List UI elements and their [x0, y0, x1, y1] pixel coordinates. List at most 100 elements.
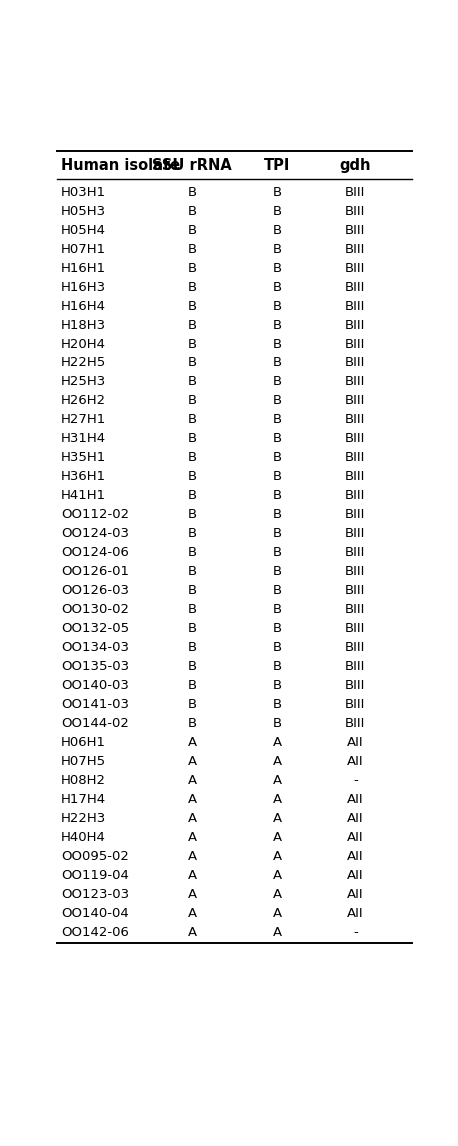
Text: A: A [273, 774, 282, 787]
Text: A: A [273, 831, 282, 843]
Text: B: B [273, 319, 282, 331]
Text: BIII: BIII [345, 717, 365, 730]
Text: B: B [273, 603, 282, 617]
Text: BIII: BIII [345, 432, 365, 446]
Text: A: A [188, 811, 196, 825]
Text: B: B [273, 432, 282, 446]
Text: H07H5: H07H5 [61, 755, 106, 768]
Text: OO124-03: OO124-03 [61, 527, 129, 540]
Text: H26H2: H26H2 [61, 394, 106, 408]
Text: H25H3: H25H3 [61, 376, 106, 388]
Text: H31H4: H31H4 [61, 432, 106, 446]
Text: B: B [188, 717, 196, 730]
Text: B: B [188, 603, 196, 617]
Text: -: - [353, 774, 358, 787]
Text: B: B [273, 205, 282, 218]
Text: BIII: BIII [345, 527, 365, 540]
Text: OO130-02: OO130-02 [61, 603, 129, 617]
Text: OO119-04: OO119-04 [61, 869, 129, 881]
Text: AII: AII [347, 869, 364, 881]
Text: B: B [188, 394, 196, 408]
Text: BIII: BIII [345, 565, 365, 579]
Text: B: B [273, 281, 282, 293]
Text: H22H5: H22H5 [61, 356, 106, 369]
Text: H40H4: H40H4 [61, 831, 106, 843]
Text: B: B [273, 584, 282, 597]
Text: AII: AII [347, 811, 364, 825]
Text: B: B [273, 509, 282, 521]
Text: OO135-03: OO135-03 [61, 660, 129, 673]
Text: B: B [188, 660, 196, 673]
Text: B: B [273, 698, 282, 711]
Text: B: B [188, 641, 196, 654]
Text: H36H1: H36H1 [61, 470, 106, 484]
Text: BIII: BIII [345, 338, 365, 351]
Text: BIII: BIII [345, 641, 365, 654]
Text: BIII: BIII [345, 678, 365, 692]
Text: B: B [273, 186, 282, 198]
Text: OO126-01: OO126-01 [61, 565, 129, 579]
Text: B: B [188, 584, 196, 597]
Text: B: B [273, 565, 282, 579]
Text: OO132-05: OO132-05 [61, 622, 129, 635]
Text: BIII: BIII [345, 622, 365, 635]
Text: B: B [273, 717, 282, 730]
Text: H05H3: H05H3 [61, 205, 106, 218]
Text: BIII: BIII [345, 547, 365, 559]
Text: B: B [188, 509, 196, 521]
Text: B: B [188, 319, 196, 331]
Text: AII: AII [347, 906, 364, 920]
Text: H20H4: H20H4 [61, 338, 106, 351]
Text: B: B [188, 338, 196, 351]
Text: BIII: BIII [345, 394, 365, 408]
Text: B: B [273, 547, 282, 559]
Text: AII: AII [347, 888, 364, 901]
Text: B: B [188, 622, 196, 635]
Text: A: A [188, 926, 196, 939]
Text: BIII: BIII [345, 261, 365, 275]
Text: OO144-02: OO144-02 [61, 717, 129, 730]
Text: A: A [273, 926, 282, 939]
Text: BIII: BIII [345, 299, 365, 313]
Text: H22H3: H22H3 [61, 811, 106, 825]
Text: BIII: BIII [345, 603, 365, 617]
Text: A: A [273, 811, 282, 825]
Text: OO140-04: OO140-04 [61, 906, 129, 920]
Text: BIII: BIII [345, 186, 365, 198]
Text: H16H4: H16H4 [61, 299, 106, 313]
Text: OO123-03: OO123-03 [61, 888, 129, 901]
Text: Human isolate: Human isolate [61, 158, 180, 173]
Text: B: B [188, 432, 196, 446]
Text: A: A [273, 888, 282, 901]
Text: H17H4: H17H4 [61, 793, 106, 806]
Text: A: A [188, 906, 196, 920]
Text: A: A [188, 793, 196, 806]
Text: BIII: BIII [345, 356, 365, 369]
Text: OO141-03: OO141-03 [61, 698, 129, 711]
Text: A: A [273, 906, 282, 920]
Text: H03H1: H03H1 [61, 186, 106, 198]
Text: B: B [273, 356, 282, 369]
Text: BIII: BIII [345, 376, 365, 388]
Text: A: A [188, 774, 196, 787]
Text: A: A [188, 869, 196, 881]
Text: OO126-03: OO126-03 [61, 584, 129, 597]
Text: B: B [273, 660, 282, 673]
Text: BIII: BIII [345, 223, 365, 237]
Text: H18H3: H18H3 [61, 319, 106, 331]
Text: A: A [273, 869, 282, 881]
Text: gdh: gdh [340, 158, 371, 173]
Text: BIII: BIII [345, 584, 365, 597]
Text: B: B [273, 641, 282, 654]
Text: B: B [188, 356, 196, 369]
Text: H16H3: H16H3 [61, 281, 106, 293]
Text: B: B [273, 376, 282, 388]
Text: A: A [273, 849, 282, 863]
Text: B: B [188, 261, 196, 275]
Text: A: A [273, 793, 282, 806]
Text: B: B [273, 299, 282, 313]
Text: -: - [353, 926, 358, 939]
Text: B: B [273, 243, 282, 256]
Text: B: B [188, 205, 196, 218]
Text: BIII: BIII [345, 414, 365, 426]
